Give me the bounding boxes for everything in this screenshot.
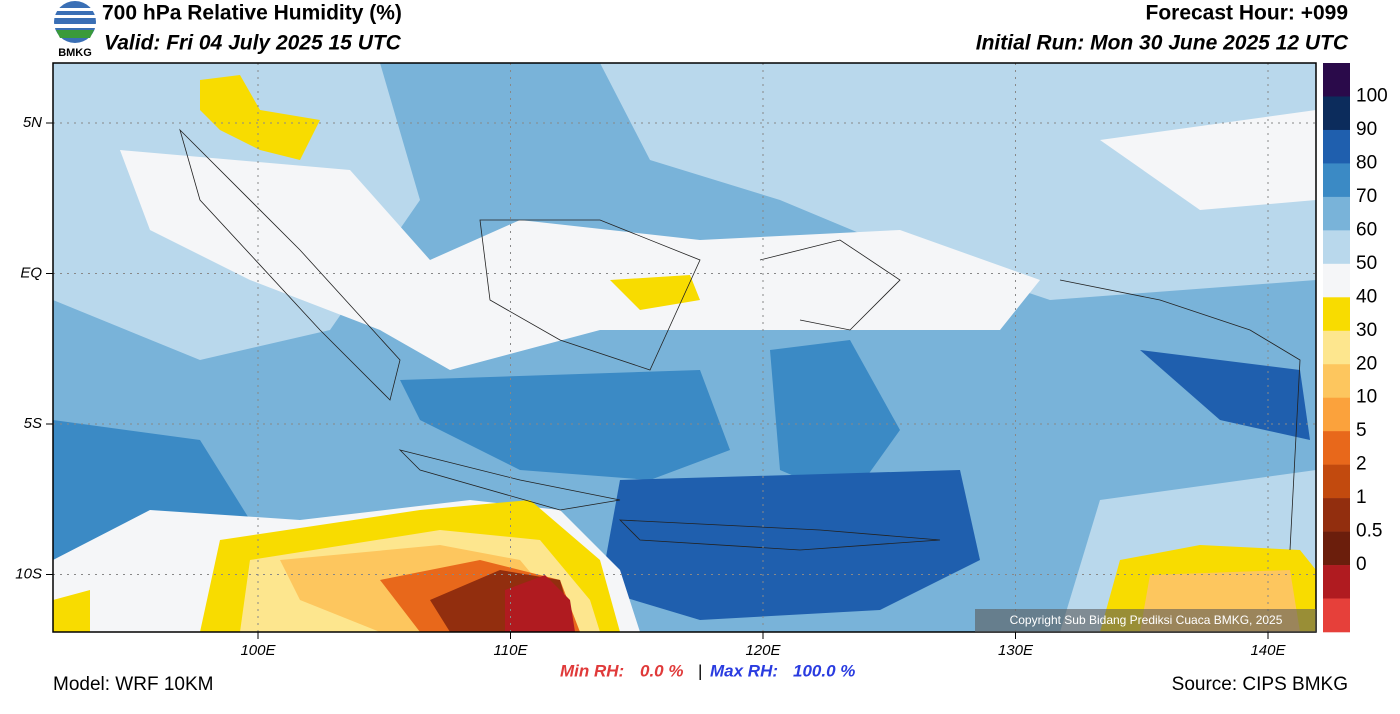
graticule (46, 63, 1316, 639)
colorbar-label: 100 (1356, 85, 1388, 106)
colorbar-label: 1 (1356, 487, 1367, 508)
initial-run: Initial Run: Mon 30 June 2025 12 UTC (976, 32, 1349, 55)
colorbar: 100 90 80 70 60 50 40 30 20 10 5 2 1 0.5 0 (1323, 63, 1388, 633)
colorbar-segment (1323, 297, 1350, 332)
separator: | (698, 661, 702, 680)
model: Model: WRF 10KM (53, 674, 213, 695)
colorbar-segment (1323, 364, 1350, 399)
colorbar-segment (1323, 96, 1350, 131)
colorbar-segment (1323, 464, 1350, 499)
min-value: 0.0 % (640, 661, 683, 680)
title: 700 hPa Relative Humidity (%) (102, 2, 402, 25)
colorbar-segment (1323, 498, 1350, 532)
colorbar-segment (1323, 129, 1350, 164)
colorbar-label: 5 (1356, 420, 1367, 441)
lat-label: 5S (24, 415, 42, 432)
colorbar-label: 30 (1356, 320, 1377, 341)
lon-label: 100E (240, 642, 276, 659)
lon-label: 120E (745, 642, 781, 659)
colorbar-segment (1323, 196, 1350, 231)
copyright-box (975, 609, 1316, 632)
colorbar-segment (1323, 230, 1350, 265)
max-label: Max RH: (710, 661, 778, 680)
colorbar-label: 50 (1356, 253, 1377, 274)
colorbar-label: 20 (1356, 353, 1377, 374)
colorbar-segment (1323, 431, 1350, 465)
colorbar-label: 0.5 (1356, 521, 1382, 542)
colorbar-segment (1323, 397, 1350, 432)
humidity-field (53, 63, 1316, 632)
lat-label: 10S (15, 565, 42, 582)
colorbar-label: 70 (1356, 186, 1377, 207)
colorbar-segment (1323, 565, 1350, 599)
lon-label: 140E (1250, 642, 1286, 659)
logo (54, 1, 96, 43)
max-value: 100.0 % (793, 661, 855, 680)
lat-label: EQ (20, 264, 42, 281)
colorbar-label: 90 (1356, 119, 1377, 140)
colorbar-segment (1323, 163, 1350, 198)
colorbar-segment (1323, 263, 1350, 298)
copyright: Copyright Sub Bidang Prediksi Cuaca BMKG… (1010, 613, 1283, 627)
colorbar-segment (1323, 598, 1350, 633)
source: Source: CIPS BMKG (1172, 674, 1348, 695)
colorbar-label: 10 (1356, 387, 1377, 408)
lon-label: 130E (998, 642, 1034, 659)
min-label: Min RH: (560, 661, 624, 680)
colorbar-segment (1323, 63, 1350, 97)
colorbar-label: 2 (1356, 454, 1367, 475)
valid-time: Valid: Fri 04 July 2025 15 UTC (104, 32, 402, 55)
colorbar-label: 80 (1356, 152, 1377, 173)
colorbar-label: 40 (1356, 286, 1377, 307)
lat-label: 5N (23, 114, 42, 131)
colorbar-segment (1323, 531, 1350, 566)
map-frame (52, 62, 1317, 633)
colorbar-label: 0 (1356, 554, 1367, 575)
colorbar-label: 60 (1356, 219, 1377, 240)
lon-label: 110E (494, 642, 529, 659)
logo-text: BMKG (58, 47, 92, 59)
forecast-hour: Forecast Hour: +099 (1146, 2, 1349, 25)
colorbar-segment (1323, 330, 1350, 365)
